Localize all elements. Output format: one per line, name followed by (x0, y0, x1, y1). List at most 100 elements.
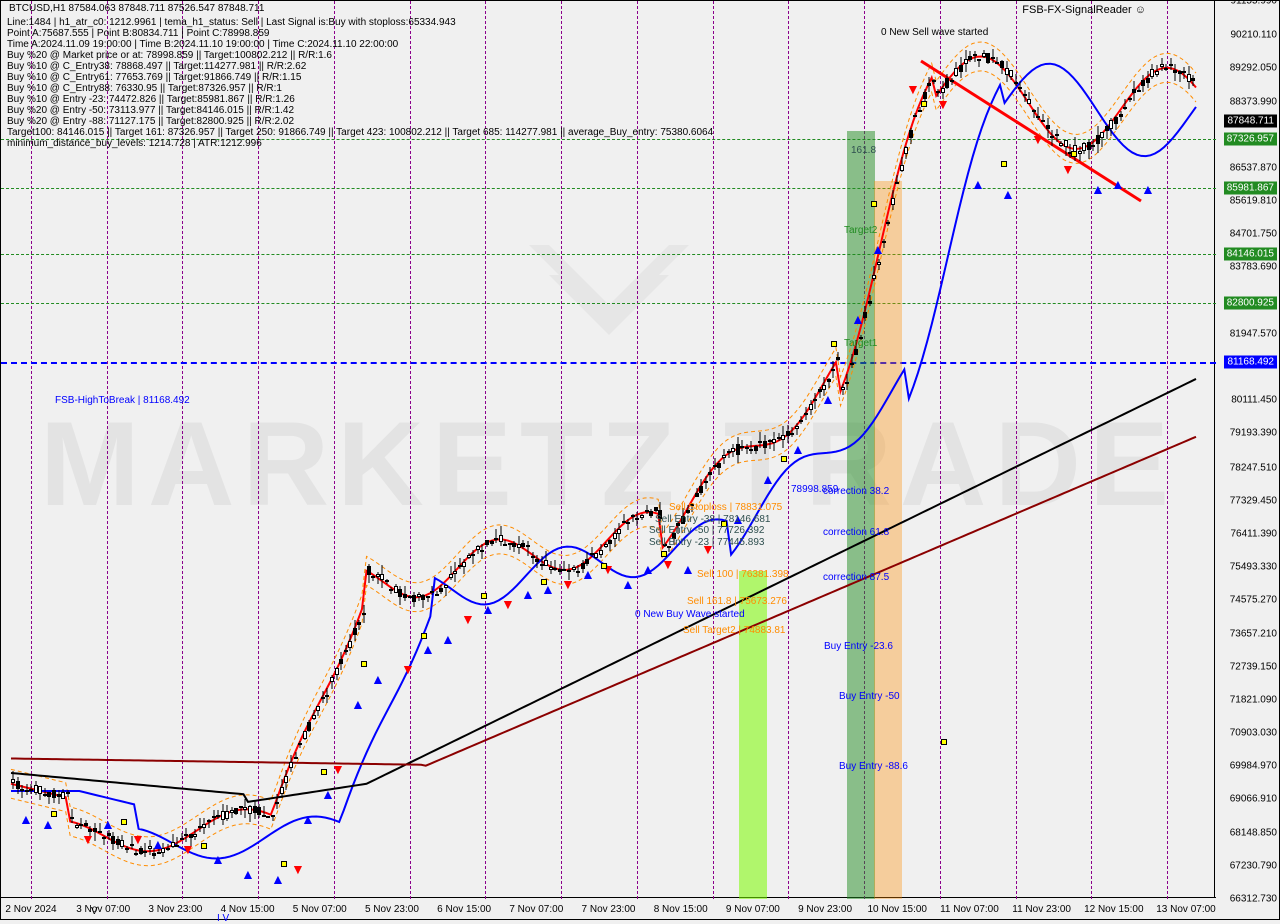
y-tick: 87326.957 (1224, 133, 1277, 146)
arrow-up-icon: ▲ (681, 561, 695, 577)
info-line: Buy %10 @ C_Entry38: 78868.497 || Target… (7, 61, 713, 72)
y-tick: 85619.810 (1230, 196, 1277, 207)
chart-annotation: Sell 161.8 | 75673.276 (687, 596, 787, 607)
chart-annotation: correction 38.2 (823, 486, 889, 497)
chart-annotation: Buy Entry -23.6 (824, 641, 893, 652)
info-line: Point A:75687.555 | Point B:80834.711 | … (7, 28, 713, 39)
x-tick: 3 Nov 23:00 (148, 904, 202, 915)
y-tick: 87848.711 (1224, 114, 1277, 127)
arrow-down-icon: ▼ (401, 661, 415, 677)
arrow-up-icon: ▲ (821, 391, 835, 407)
chart-annotation: correction 87.5 (823, 572, 889, 583)
x-tick: 11 Nov 23:00 (1012, 904, 1071, 915)
signal-dot (481, 593, 487, 599)
arrow-up-icon: ▲ (371, 671, 385, 687)
info-line: Buy %20 @ Entry -50: 73113.977 || Target… (7, 105, 713, 116)
arrow-up-icon: ▲ (41, 816, 55, 832)
y-tick: 74575.270 (1230, 595, 1277, 606)
signal-dot (321, 769, 327, 775)
signal-dot (201, 843, 207, 849)
chart-annotation: Sell Entry -38 | 78146.681 (655, 514, 770, 525)
arrow-up-icon: ▲ (791, 441, 805, 457)
signal-dot (661, 551, 667, 557)
chart-annotation: V (91, 906, 98, 917)
y-tick: 90210.110 (1230, 30, 1277, 41)
x-tick: 2 Nov 2024 (5, 904, 56, 915)
x-tick: 8 Nov 15:00 (654, 904, 708, 915)
x-axis: 2 Nov 20243 Nov 07:003 Nov 23:004 Nov 15… (1, 897, 1216, 919)
arrow-up-icon: ▲ (851, 311, 865, 327)
arrow-up-icon: ▲ (1141, 181, 1155, 197)
fib-1618: 161.8 (851, 145, 876, 156)
chart-annotation: correction 61.8 (823, 527, 889, 538)
arrow-up-icon: ▲ (641, 561, 655, 577)
x-tick: 9 Nov 23:00 (798, 904, 852, 915)
chart-annotation: Sell 100 | 76381.398 (697, 569, 789, 580)
arrow-down-icon: ▼ (181, 841, 195, 857)
info-line: Buy %10 @ Entry -23: 74472.826 || Target… (7, 94, 713, 105)
sell-wave-label: 0 New Sell wave started (881, 27, 988, 38)
info-line: Buy %10 @ C_Entry88: 76330.95 || Target:… (7, 83, 713, 94)
arrow-up-icon: ▲ (1001, 186, 1015, 202)
arrow-down-icon: ▼ (906, 81, 920, 97)
target2-label: Target2 (844, 225, 877, 236)
arrow-down-icon: ▼ (936, 96, 950, 112)
signal-dot (871, 201, 877, 207)
signal-dot (601, 563, 607, 569)
signal-dot (421, 633, 427, 639)
y-tick: 91155.990 (1230, 0, 1277, 7)
target1-label: Target1 (844, 338, 877, 349)
signal-dot (1071, 151, 1077, 157)
arrow-up-icon: ▲ (1111, 176, 1125, 192)
signal-dot (921, 101, 927, 107)
arrow-down-icon: ▼ (331, 761, 345, 777)
x-tick: 5 Nov 07:00 (293, 904, 347, 915)
arrow-up-icon: ▲ (151, 836, 165, 852)
chart-annotation: Sell Stoploss | 78831.075 (669, 502, 782, 513)
y-tick: 84146.015 (1224, 248, 1277, 261)
chart-title: BTCUSD,H1 87584.063 87848.711 87526.547 … (9, 3, 264, 14)
y-tick: 78247.510 (1230, 462, 1277, 473)
x-tick: 6 Nov 15:00 (437, 904, 491, 915)
x-tick: 13 Nov 07:00 (1156, 904, 1216, 915)
info-line: Buy %20 @ Market price or at: 78998.859 … (7, 50, 713, 61)
arrow-up-icon: ▲ (101, 816, 115, 832)
signal-dot (541, 579, 547, 585)
arrow-up-icon: ▲ (481, 601, 495, 617)
arrow-down-icon: ▼ (461, 611, 475, 627)
y-tick: 76411.390 (1230, 528, 1277, 539)
x-tick: 7 Nov 23:00 (582, 904, 636, 915)
arrow-up-icon: ▲ (441, 631, 455, 647)
signal-dot (781, 456, 787, 462)
y-tick: 89292.050 (1230, 63, 1277, 74)
arrow-down-icon: ▼ (131, 831, 145, 847)
signal-dot (121, 819, 127, 825)
x-tick: 5 Nov 23:00 (365, 904, 419, 915)
arrow-up-icon: ▲ (421, 641, 435, 657)
signal-dot (281, 861, 287, 867)
chart-area[interactable]: MARKETZ TRADE ▲▲▼▲▼▲▼▲▲▲▼▲▲▼▲▲▼▲▲▼▲▼▲▲▼▲… (1, 1, 1216, 899)
info-line: Time A:2024.11.09 19:00:00 | Time B:2024… (7, 39, 713, 50)
y-tick: 69984.970 (1230, 761, 1277, 772)
arrow-up-icon: ▲ (1091, 181, 1105, 197)
chart-annotation: Buy Entry -50 (839, 691, 900, 702)
arrow-up-icon: ▲ (321, 786, 335, 802)
chart-annotation: Sell Entry -50 | 77726.392 (649, 525, 764, 536)
y-axis: 91155.99090210.11089292.05088373.9908784… (1214, 1, 1279, 899)
y-tick: 80111.450 (1231, 395, 1277, 406)
y-tick: 82800.925 (1224, 297, 1277, 310)
arrow-up-icon: ▲ (581, 566, 595, 582)
arrow-up-icon: ▲ (621, 576, 635, 592)
arrow-up-icon: ▲ (521, 586, 535, 602)
arrow-up-icon: ▲ (761, 471, 775, 487)
x-tick: 12 Nov 15:00 (1084, 904, 1144, 915)
arrow-up-icon: ▲ (351, 696, 365, 712)
y-tick: 83783.690 (1230, 262, 1277, 273)
y-tick: 77329.450 (1230, 495, 1277, 506)
info-line: Line:1484 | h1_atr_c0: 1212.9961 | tema_… (7, 17, 713, 28)
y-tick: 67230.790 (1230, 860, 1277, 871)
info-line: Buy %10 @ C_Entry61: 77653.769 || Target… (7, 72, 713, 83)
arrow-down-icon: ▼ (561, 576, 575, 592)
y-tick: 72739.150 (1230, 661, 1277, 672)
high-to-break: FSB-HighToBreak | 81168.492 (55, 395, 190, 406)
